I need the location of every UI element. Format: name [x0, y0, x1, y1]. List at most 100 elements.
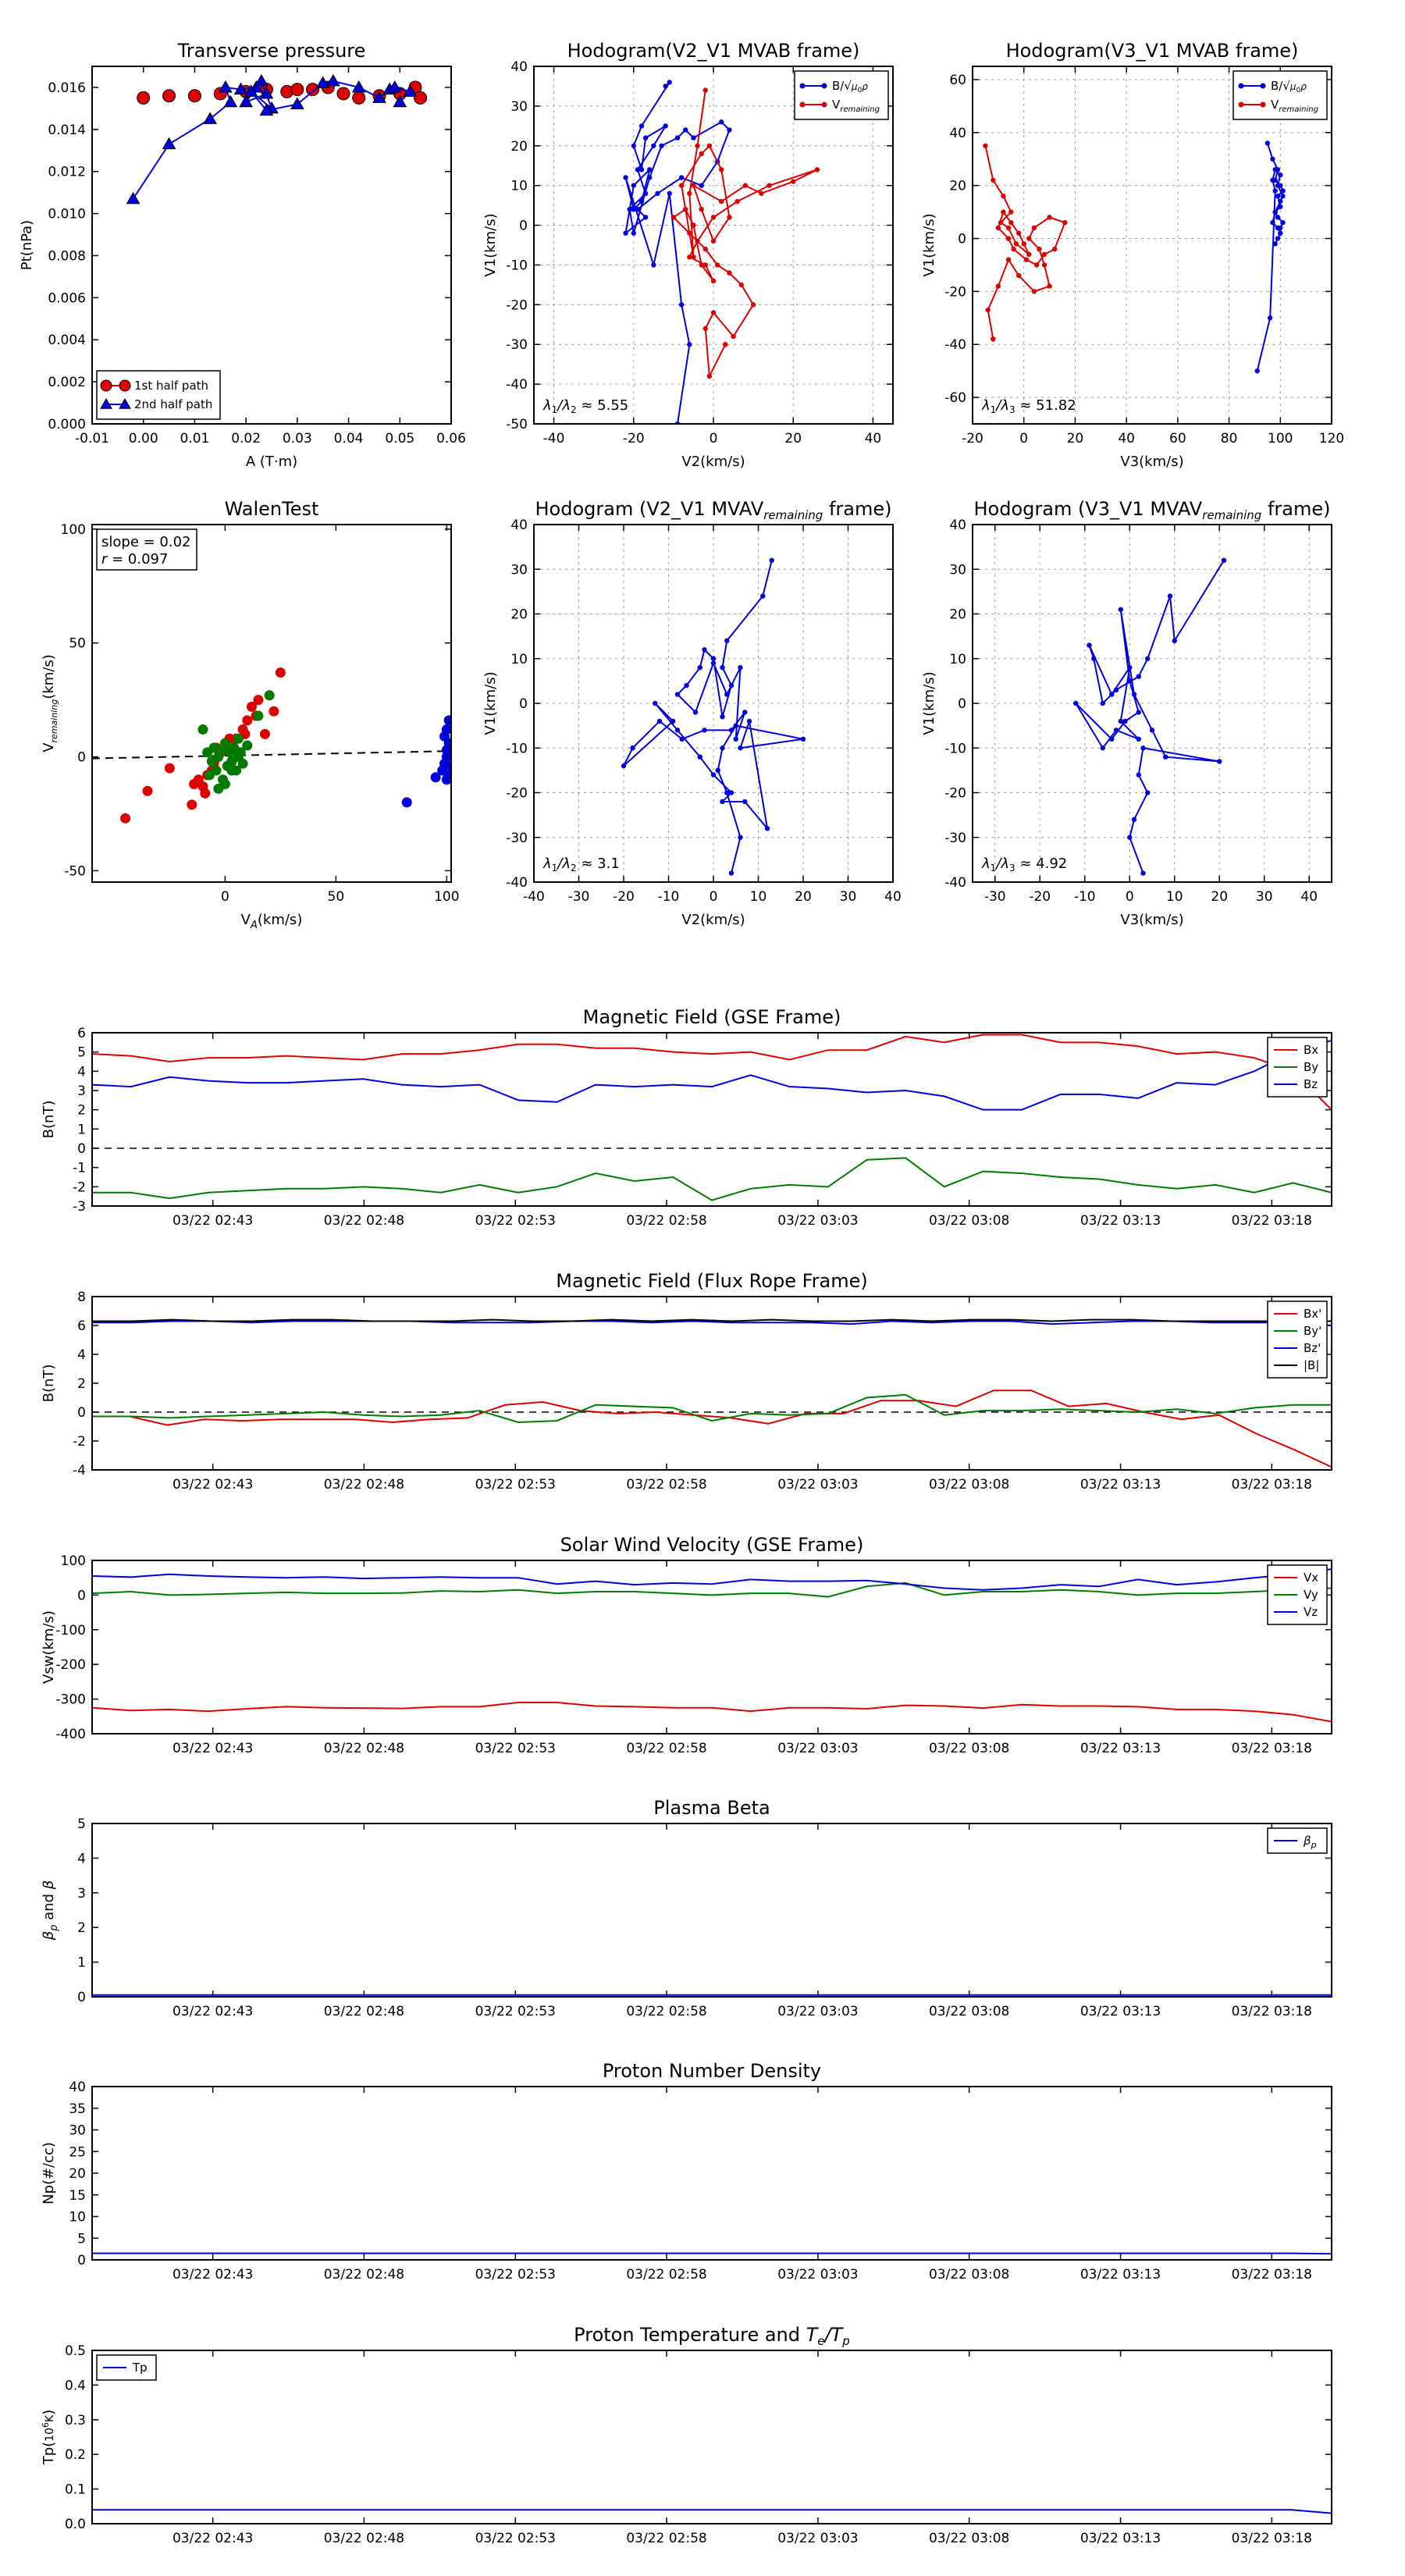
- data-point: [1254, 368, 1260, 374]
- data-point: [162, 137, 176, 150]
- data-point: [678, 183, 685, 188]
- data-point: [439, 731, 450, 742]
- y-tick-label: 40: [510, 518, 528, 533]
- eigenvalue-ratio-label: λ1/λ2 ≈ 3.1: [542, 856, 620, 873]
- y-tick-label: 1: [77, 1122, 86, 1137]
- data-point: [702, 728, 707, 733]
- data-point: [631, 230, 636, 236]
- data-point: [714, 262, 720, 268]
- magnetic-field-gse-plot-area: [92, 1034, 1332, 1201]
- y-tick-label: 100: [61, 522, 86, 538]
- x-tick-label: -0.01: [75, 431, 109, 447]
- series-b-0-: [623, 80, 732, 424]
- data-point: [631, 143, 636, 148]
- y-tick-label: 0.5: [65, 2343, 86, 2359]
- series-line-vx: [92, 1702, 1332, 1723]
- hodogram-v3-v1-mvav-plot-area: [1073, 557, 1227, 876]
- walen-test-title: WalenTest: [225, 498, 319, 520]
- data-point: [1221, 557, 1227, 563]
- legend-marker: [1260, 83, 1266, 89]
- data-point: [1264, 141, 1271, 146]
- data-point: [710, 656, 717, 661]
- x-tick-label: 03/22 02:48: [324, 1477, 404, 1493]
- data-point: [728, 790, 735, 795]
- y-axis-label: βp and β: [41, 1880, 60, 1941]
- data-point: [728, 682, 735, 688]
- data-point: [443, 742, 451, 753]
- data-point: [1270, 156, 1275, 162]
- y-tick-label: 4: [77, 1851, 86, 1866]
- proton-temperature-title: Proton Temperature and Te/Tp: [574, 2324, 850, 2348]
- data-point: [246, 701, 257, 712]
- stats-box: [96, 528, 197, 571]
- x-tick-label: 03/22 02:58: [626, 2531, 706, 2546]
- data-point: [1026, 251, 1032, 258]
- legend-label: 2nd half path: [134, 397, 212, 411]
- x-tick-label: 03/22 03:08: [929, 1213, 1009, 1229]
- legend-label: Bx: [1304, 1043, 1318, 1057]
- data-point: [720, 745, 725, 751]
- data-point: [1172, 638, 1177, 644]
- x-tick-label: 03/22 02:53: [475, 2004, 556, 2019]
- data-point: [219, 738, 230, 749]
- x-tick-label: 03/22 02:58: [626, 2004, 706, 2019]
- proton-number-density-title: Proton Number Density: [603, 2060, 821, 2082]
- y-tick-label: 40: [949, 126, 966, 141]
- data-point: [235, 747, 246, 758]
- x-tick-label: 03/22 02:48: [324, 1741, 404, 1756]
- x-axis-label: VA(km/s): [241, 912, 303, 931]
- data-point: [1131, 692, 1137, 697]
- y-tick-label: 4: [77, 1347, 86, 1363]
- data-point: [742, 710, 748, 715]
- data-point: [627, 207, 632, 212]
- y-tick-label: -20: [944, 284, 966, 300]
- legend-label: Bx': [1304, 1307, 1321, 1321]
- data-point: [1008, 219, 1014, 226]
- y-tick-label: 0: [77, 1588, 86, 1603]
- data-point: [253, 695, 264, 706]
- data-point: [791, 179, 796, 184]
- y-tick-label: 6: [77, 1026, 86, 1041]
- data-point: [259, 87, 274, 99]
- hodogram-v2-v1-mvav-panel: -40 -30 -20 -10 0 10 20 30 40 -40 -30 -20 -10 0 10 20 30…: [482, 518, 902, 928]
- x-tick-label: 40: [865, 431, 882, 447]
- data-point: [727, 270, 732, 276]
- x-tick-label: 03/22 02:58: [626, 1477, 706, 1493]
- data-point: [1051, 246, 1058, 252]
- data-point: [691, 222, 696, 228]
- x-tick-label: 03/22 02:43: [173, 2004, 253, 2019]
- data-point: [1062, 219, 1068, 226]
- data-point: [1047, 215, 1052, 220]
- y-tick-label: -300: [55, 1692, 86, 1708]
- data-point: [687, 254, 692, 260]
- solar-wind-velocity-legend: Vx Vy Vz: [1267, 1564, 1328, 1625]
- data-point: [1270, 177, 1275, 183]
- data-point: [142, 785, 153, 796]
- data-point: [1031, 225, 1037, 231]
- proton-number-density-axes-frame: [91, 2086, 1332, 2261]
- data-point: [1118, 718, 1123, 724]
- x-tick-label: 80: [1221, 431, 1238, 447]
- magnetic-field-gse-title: Magnetic Field (GSE Frame): [583, 1006, 841, 1028]
- x-tick-label: 03/22 03:03: [777, 2531, 858, 2546]
- data-point: [1109, 736, 1115, 742]
- data-point: [1136, 674, 1141, 679]
- legend-label: Vy: [1304, 1588, 1318, 1602]
- series-v-remaining: [983, 143, 1068, 342]
- series-0: [621, 557, 806, 876]
- y-tick-label: 10: [69, 2210, 86, 2226]
- data-point: [1136, 772, 1141, 777]
- x-tick-label: 03/22 03:13: [1080, 2004, 1161, 2019]
- proton-temperature-axes-frame: [91, 2350, 1332, 2524]
- y-axis-label: V1(km/s): [482, 671, 499, 735]
- data-point: [401, 797, 412, 808]
- data-point: [667, 190, 672, 197]
- data-point: [738, 834, 743, 840]
- data-point: [414, 91, 428, 105]
- data-point: [631, 207, 636, 212]
- legend-marker: [821, 101, 827, 108]
- data-point: [443, 715, 451, 726]
- data-point: [667, 80, 672, 85]
- x-tick-label: -40: [523, 889, 545, 905]
- data-point: [219, 779, 230, 790]
